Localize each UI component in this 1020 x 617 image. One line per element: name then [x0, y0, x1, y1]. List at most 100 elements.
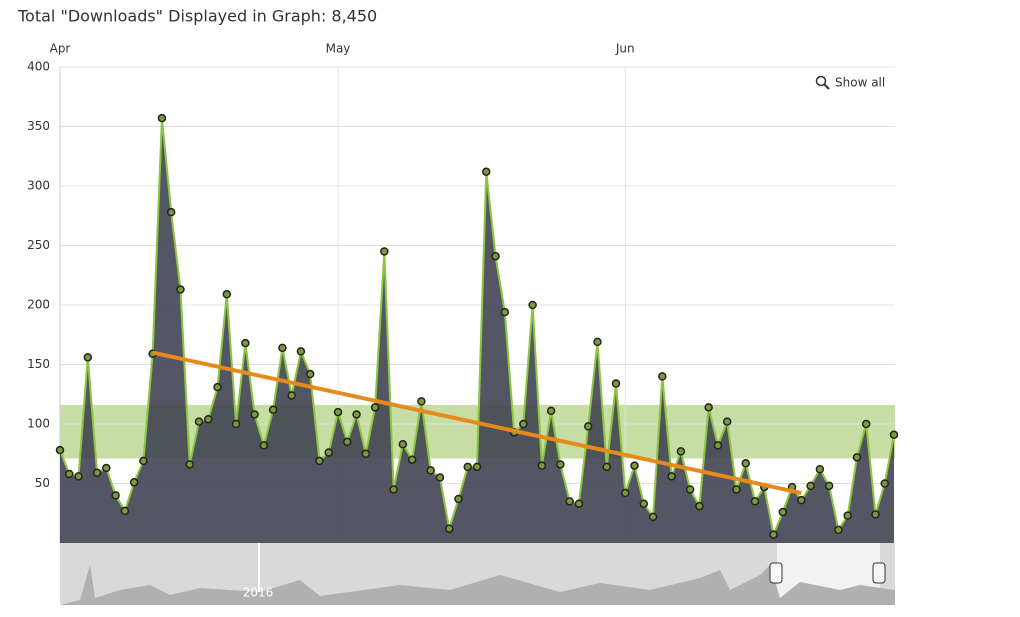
- point: [565, 497, 574, 506]
- point: [852, 453, 862, 462]
- navigator: 2016: [60, 543, 895, 605]
- y-tick-label: 300: [27, 179, 50, 193]
- point: [500, 307, 510, 317]
- point: [769, 530, 778, 539]
- point: [546, 406, 556, 416]
- point: [815, 464, 825, 474]
- point: [83, 353, 93, 362]
- point: [111, 491, 120, 500]
- point: [417, 397, 426, 406]
- y-tick-label: 200: [27, 298, 50, 312]
- point: [352, 410, 361, 419]
- point: [611, 379, 621, 388]
- point: [231, 419, 241, 429]
- point: [296, 347, 306, 356]
- point: [250, 410, 259, 419]
- point: [685, 485, 695, 494]
- point: [880, 479, 889, 488]
- point: [639, 499, 649, 508]
- point: [658, 372, 667, 381]
- point: [630, 461, 639, 470]
- point: [213, 382, 222, 392]
- point: [92, 468, 102, 478]
- point: [676, 447, 686, 456]
- point: [537, 461, 547, 470]
- point: [713, 441, 723, 450]
- point: [139, 456, 148, 466]
- point: [287, 391, 296, 400]
- point: [556, 460, 565, 469]
- y-tick-label: 250: [27, 238, 50, 252]
- navigator-handle[interactable]: [872, 562, 886, 584]
- point: [129, 478, 139, 487]
- point: [222, 290, 232, 299]
- point: [204, 414, 213, 424]
- point: [621, 488, 630, 498]
- point: [824, 481, 834, 491]
- point: [519, 419, 528, 429]
- y-tick-label: 400: [27, 60, 50, 74]
- point: [648, 512, 658, 522]
- point: [343, 437, 352, 447]
- point: [74, 472, 83, 481]
- point: [528, 300, 537, 310]
- point: [333, 407, 343, 417]
- point: [491, 251, 500, 261]
- point: [593, 337, 602, 347]
- point: [778, 507, 788, 517]
- point: [361, 449, 371, 458]
- point: [667, 472, 676, 481]
- point: [398, 439, 408, 449]
- zoom-icon: [815, 75, 827, 87]
- point: [797, 495, 806, 505]
- point: [102, 463, 111, 473]
- point: [241, 338, 250, 348]
- point: [194, 417, 204, 426]
- point: [574, 499, 584, 508]
- point: [435, 473, 445, 482]
- area: [60, 118, 894, 544]
- point: [370, 403, 380, 412]
- point: [120, 506, 130, 516]
- point: [722, 417, 732, 426]
- point: [889, 430, 899, 439]
- point: [834, 525, 843, 535]
- point: [65, 469, 74, 479]
- point: [380, 247, 389, 256]
- y-tick-label: 150: [27, 357, 50, 371]
- reset-zoom[interactable]: Show all: [815, 75, 886, 90]
- point: [741, 459, 750, 468]
- y-tick-label: 100: [27, 417, 50, 431]
- navigator-handle[interactable]: [769, 562, 783, 584]
- point: [806, 481, 815, 491]
- point: [444, 524, 454, 533]
- point: [695, 501, 704, 511]
- x-tick-label: Jun: [615, 42, 635, 56]
- point: [389, 485, 398, 494]
- point: [55, 445, 65, 455]
- point: [157, 113, 167, 123]
- point: [278, 343, 287, 353]
- reset-zoom-label[interactable]: Show all: [835, 76, 885, 90]
- chart-title: Total "Downloads" Displayed in Graph: 8,…: [17, 7, 377, 26]
- point: [871, 510, 880, 519]
- point: [602, 462, 611, 472]
- point: [315, 456, 324, 466]
- point: [861, 419, 871, 429]
- point: [259, 441, 269, 450]
- point: [583, 422, 593, 431]
- point: [482, 167, 491, 176]
- point: [750, 497, 760, 506]
- zoom-icon: [823, 83, 830, 90]
- y-tick-label: 50: [35, 476, 50, 490]
- trend-line: [152, 350, 802, 495]
- x-tick-label: May: [326, 42, 351, 56]
- point: [704, 403, 713, 412]
- point: [176, 285, 185, 294]
- point: [463, 462, 472, 472]
- point: [407, 455, 417, 464]
- point: [268, 405, 278, 414]
- navigator-series: [60, 565, 895, 605]
- point: [426, 466, 435, 475]
